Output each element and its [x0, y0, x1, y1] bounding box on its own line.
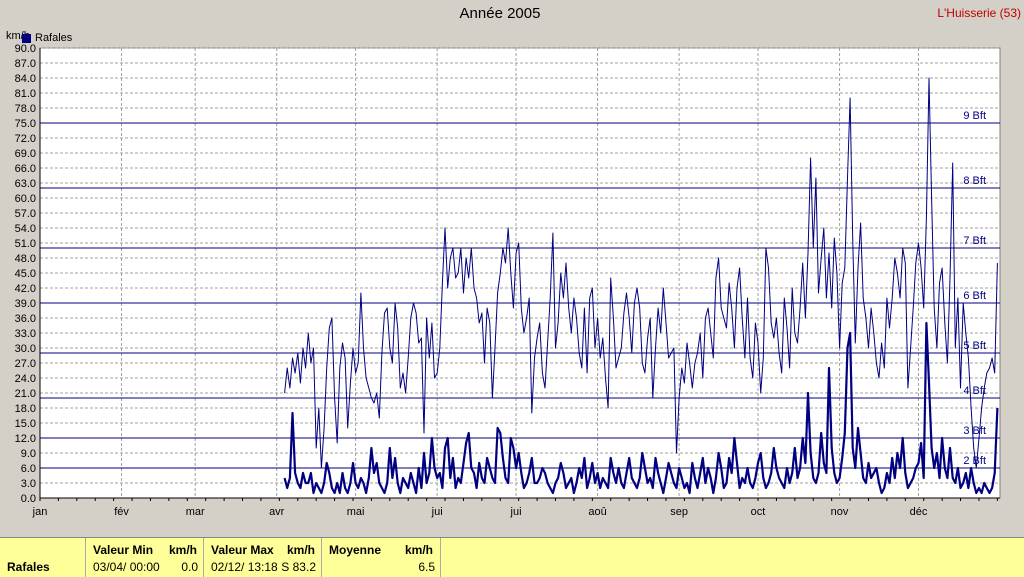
stats-footer: Rafales Valeur Min km/h 03/04/ 00:00 0.0…: [0, 537, 1024, 577]
y-tick-label: 30.0: [15, 343, 36, 355]
legend-label: Rafales: [35, 32, 73, 44]
y-tick-label: 81.0: [15, 88, 36, 100]
y-tick-label: 57.0: [15, 208, 36, 220]
footer-max-date: 02/12/ 13:18: [211, 560, 278, 574]
y-tick-label: 33.0: [15, 328, 36, 340]
beaufort-label: 2 Bft: [963, 455, 986, 467]
footer-avg-value: 6.5: [418, 560, 435, 574]
y-tick-label: 69.0: [15, 148, 36, 160]
series-line-thick: [283, 321, 999, 495]
y-tick-label: 3.0: [21, 478, 36, 490]
y-tick-label: 54.0: [15, 223, 36, 235]
footer-min-header: Valeur Min: [93, 543, 154, 557]
y-tick-label: 24.0: [15, 373, 36, 385]
x-tick-label: déc: [910, 506, 928, 518]
x-tick-label: sep: [670, 506, 688, 518]
legend: Rafales: [22, 32, 72, 44]
y-tick-label: 78.0: [15, 103, 36, 115]
footer-min-date: 03/04/ 00:00: [93, 560, 160, 574]
footer-min-cell: Valeur Min km/h 03/04/ 00:00 0.0: [86, 538, 204, 577]
station-name: L'Huisserie (53): [937, 6, 1021, 20]
y-tick-label: 60.0: [15, 193, 36, 205]
footer-min-unit: km/h: [169, 543, 198, 557]
beaufort-label: 9 Bft: [963, 110, 986, 122]
x-tick-label: avr: [269, 506, 285, 518]
series-line-thin: [284, 77, 998, 469]
y-tick-label: 45.0: [15, 268, 36, 280]
y-tick-label: 0.0: [21, 493, 36, 505]
x-tick-label: jui: [510, 506, 522, 518]
footer-max-header: Valeur Max: [211, 543, 274, 557]
footer-max-cell: Valeur Max km/h 02/12/ 13:18 S 83.2: [204, 538, 322, 577]
y-tick-label: 36.0: [15, 313, 36, 325]
x-tick-label: aoû: [588, 506, 606, 518]
y-tick-label: 9.0: [21, 448, 36, 460]
x-tick-label: oct: [751, 506, 766, 518]
y-tick-label: 84.0: [15, 73, 36, 85]
x-tick-label: mai: [347, 506, 365, 518]
y-tick-label: 6.0: [21, 463, 36, 475]
y-tick-label: 15.0: [15, 418, 36, 430]
footer-max-value: S 83.2: [281, 560, 316, 574]
y-tick-label: 72.0: [15, 133, 36, 145]
footer-series-label: Rafales: [7, 560, 50, 574]
y-tick-label: 87.0: [15, 58, 36, 70]
y-tick-label: 42.0: [15, 283, 36, 295]
y-tick-label: 12.0: [15, 433, 36, 445]
x-tick-label: jan: [32, 506, 48, 518]
y-tick-label: 21.0: [15, 388, 36, 400]
x-tick-label: nov: [831, 506, 849, 518]
beaufort-label: 3 Bft: [963, 425, 986, 437]
y-tick-label: 27.0: [15, 358, 36, 370]
beaufort-label: 4 Bft: [963, 385, 986, 397]
footer-avg-cell: Moyenne km/h 6.5: [322, 538, 441, 577]
y-tick-label: 90.0: [15, 43, 36, 55]
x-tick-label: mar: [186, 506, 205, 518]
legend-swatch: [22, 33, 31, 43]
y-tick-label: 39.0: [15, 298, 36, 310]
x-tick-label: jui: [431, 506, 443, 518]
chart-area: 0.0 3.0 6.0 9.0 12.0 15.0 18.0 21.0 24.0 27.0 30.0…: [15, 43, 1001, 518]
footer-min-value: 0.0: [181, 560, 198, 574]
footer-series-cell: Rafales: [0, 538, 86, 577]
chart-title: Année 2005: [459, 5, 541, 22]
beaufort-label: 5 Bft: [963, 340, 986, 352]
y-tick-label: 18.0: [15, 403, 36, 415]
x-tick-label: fév: [114, 506, 129, 518]
beaufort-label: 8 Bft: [963, 175, 986, 187]
footer-max-unit: km/h: [287, 543, 316, 557]
y-tick-label: 66.0: [15, 163, 36, 175]
y-tick-label: 63.0: [15, 178, 36, 190]
beaufort-label: 7 Bft: [963, 235, 986, 247]
footer-avg-header: Moyenne: [329, 543, 382, 557]
y-tick-label: 75.0: [15, 118, 36, 130]
y-tick-label: 51.0: [15, 238, 36, 250]
beaufort-label: 6 Bft: [963, 290, 986, 302]
y-tick-label: 48.0: [15, 253, 36, 265]
footer-avg-unit: km/h: [405, 543, 434, 557]
